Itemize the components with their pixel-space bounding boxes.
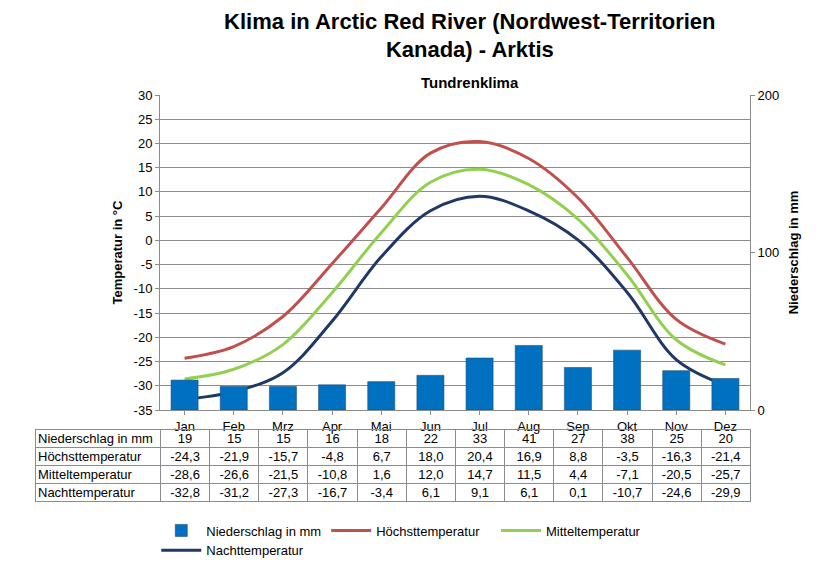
svg-text:Sep: Sep: [566, 418, 590, 434]
svg-text:30: 30: [138, 88, 152, 103]
html-text:-31,2: -31,2: [219, 485, 249, 500]
html-text:20: 20: [718, 431, 733, 446]
html-text:-27,3: -27,3: [268, 485, 299, 500]
svg-text:10: 10: [138, 184, 152, 199]
html-text:-3,4: -3,4: [370, 485, 393, 500]
svg-text:-30: -30: [134, 378, 153, 393]
html-text:1,6: 1,6: [372, 467, 391, 482]
svg-text:Tundrenklima: Tundrenklima: [421, 74, 519, 91]
svg-text:Feb: Feb: [222, 418, 245, 434]
html-text:38: 38: [620, 431, 635, 446]
html-text:Höchsttemperatur: Höchsttemperatur: [38, 449, 142, 464]
html-text:19: 19: [177, 431, 193, 446]
html-text:11,5: 11,5: [517, 467, 542, 482]
html-text:-10,8: -10,8: [317, 467, 348, 482]
svg-text:Mrz: Mrz: [272, 418, 294, 434]
svg-text:Nov: Nov: [664, 418, 688, 434]
html-text:8,8: 8,8: [569, 449, 588, 464]
svg-text:Höchsttemperatur: Höchsttemperatur: [376, 524, 480, 539]
svg-text:Jul: Jul: [471, 418, 488, 434]
html-text:16: 16: [325, 431, 340, 446]
svg-text:15: 15: [138, 160, 152, 175]
svg-text:100: 100: [758, 245, 780, 260]
svg-text:Okt: Okt: [617, 418, 638, 434]
svg-text:20: 20: [138, 136, 152, 151]
svg-text:5: 5: [145, 209, 152, 224]
svg-text:0: 0: [145, 233, 152, 248]
html-text:25: 25: [669, 431, 684, 446]
svg-text:-10: -10: [134, 281, 153, 296]
html-text:-28,6: -28,6: [170, 467, 200, 482]
svg-text:-5: -5: [141, 257, 153, 272]
svg-text:25: 25: [138, 112, 152, 127]
html-text:0,1: 0,1: [569, 485, 588, 500]
html-text:18: 18: [374, 431, 389, 446]
html-text:-3,5: -3,5: [616, 449, 639, 464]
html-text:6,7: 6,7: [372, 449, 391, 464]
svg-text:-35: -35: [134, 403, 153, 418]
svg-text:Apr: Apr: [322, 418, 343, 434]
svg-text:Niederschlag in mm: Niederschlag in mm: [786, 191, 801, 315]
html-text:-20,5: -20,5: [661, 467, 692, 482]
html-text:-32,8: -32,8: [170, 485, 200, 500]
svg-text:Klima in Arctic Red River (Nor: Klima in Arctic Red River (Nordwest-Terr…: [224, 9, 715, 63]
html-text:Niederschlag in mm: Niederschlag in mm: [38, 431, 153, 446]
html-text:41: 41: [521, 431, 537, 446]
svg-text:Mai: Mai: [370, 418, 392, 434]
svg-text:-15: -15: [134, 306, 153, 321]
html-text:4,4: 4,4: [569, 467, 588, 482]
html-text:-24,6: -24,6: [661, 485, 692, 500]
html-text:16,9: 16,9: [516, 449, 542, 464]
html-text:-29,9: -29,9: [711, 485, 741, 500]
html-text:20,4: 20,4: [467, 449, 493, 464]
html-text:-24,3: -24,3: [170, 449, 200, 464]
html-text:27: 27: [571, 431, 586, 446]
html-text:9,1: 9,1: [471, 485, 489, 500]
svg-text:-25: -25: [134, 354, 153, 369]
svg-text:Niederschlag in mm: Niederschlag in mm: [206, 524, 321, 539]
html-text:6,1: 6,1: [421, 485, 440, 500]
svg-text:Mitteltemperatur: Mitteltemperatur: [546, 524, 641, 539]
html-text:-15,7: -15,7: [268, 449, 299, 464]
svg-text:Jan: Jan: [174, 418, 196, 434]
html-text:22: 22: [423, 431, 439, 446]
html-text:18,0: 18,0: [418, 449, 444, 464]
html-text:-7,1: -7,1: [616, 467, 639, 482]
svg-text:Jun: Jun: [419, 418, 441, 434]
html-text:33: 33: [472, 431, 488, 446]
html-text:12,0: 12,0: [418, 467, 444, 482]
html-text:-4,8: -4,8: [321, 449, 344, 464]
html-text:14,7: 14,7: [467, 467, 493, 482]
html-text:Mitteltemperatur: Mitteltemperatur: [38, 467, 132, 482]
html-text:-16,3: -16,3: [661, 449, 692, 464]
html-text:-25,7: -25,7: [711, 467, 741, 482]
html-text:-21,9: -21,9: [219, 449, 249, 464]
html-text:6,1: 6,1: [520, 485, 539, 500]
html-text:-10,7: -10,7: [612, 485, 643, 500]
html-text:-16,7: -16,7: [317, 485, 348, 500]
html-text:15: 15: [227, 431, 242, 446]
svg-text:0: 0: [758, 403, 765, 418]
html-text:Nachttemperatur: Nachttemperatur: [38, 485, 135, 500]
html-text:-26,6: -26,6: [219, 467, 249, 482]
svg-text:Aug: Aug: [517, 418, 541, 434]
svg-text:Temperatur in °C: Temperatur in °C: [110, 200, 125, 305]
svg-text:-20: -20: [134, 330, 153, 345]
html-text:-21,5: -21,5: [268, 467, 299, 482]
html-text:15: 15: [276, 431, 291, 446]
svg-text:Nachttemperatur: Nachttemperatur: [206, 543, 303, 558]
html-text:-21,4: -21,4: [711, 449, 741, 464]
svg-text:Dez: Dez: [713, 418, 737, 434]
svg-text:200: 200: [758, 88, 780, 103]
